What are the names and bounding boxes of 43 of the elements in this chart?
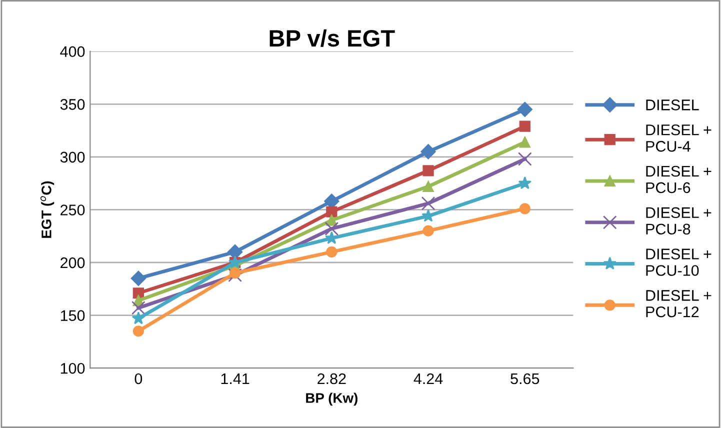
point (326, 214, 338, 226)
y-tick-label: 400 (60, 46, 85, 58)
point (422, 225, 434, 236)
x-tick-label: 0 (134, 373, 142, 384)
point (229, 268, 241, 279)
point (421, 196, 436, 210)
legend-label: DIESEL + PCU-12 (646, 290, 712, 318)
legend-label: DIESEL + PCU-8 (646, 207, 712, 235)
y-tick-label: 200 (60, 257, 85, 268)
x-tick-label: 1.41 (221, 374, 250, 384)
point (519, 120, 530, 132)
legend-label: DIESEL + PCU-6 (646, 166, 712, 194)
point (422, 165, 434, 176)
chart-title: BP v/s EGT (270, 29, 395, 47)
point (132, 312, 146, 324)
x-axis-title: BP (Kw) (306, 392, 358, 406)
legend-label: DIESEL + PCU-4 (646, 124, 712, 152)
point (132, 326, 144, 337)
point (420, 144, 436, 160)
point (228, 268, 242, 282)
point (130, 270, 146, 286)
point (324, 222, 339, 236)
legend-label: DIESEL + PCU-10 (646, 248, 712, 276)
x-tick-label: 2.82 (318, 373, 346, 384)
point (131, 300, 146, 315)
point (326, 246, 338, 258)
y-axis-title: EGT ($^{o}$C) (40, 181, 54, 238)
point (422, 180, 434, 192)
point (519, 203, 530, 214)
point (422, 209, 435, 222)
point (518, 176, 532, 190)
point (518, 152, 532, 166)
y-tick-label: 300 (60, 152, 85, 163)
point (517, 102, 532, 117)
legend-label: DIESEL (646, 100, 699, 110)
y-tick-label: 350 (60, 99, 85, 110)
y-tick-label: 150 (60, 310, 85, 321)
x-tick-label: 5.65 (510, 373, 540, 384)
point (519, 136, 530, 148)
x-tick-label: 4.24 (414, 373, 443, 384)
y-tick-label: 250 (60, 204, 85, 216)
point (326, 206, 338, 218)
y-tick-label: 100 (60, 362, 85, 374)
